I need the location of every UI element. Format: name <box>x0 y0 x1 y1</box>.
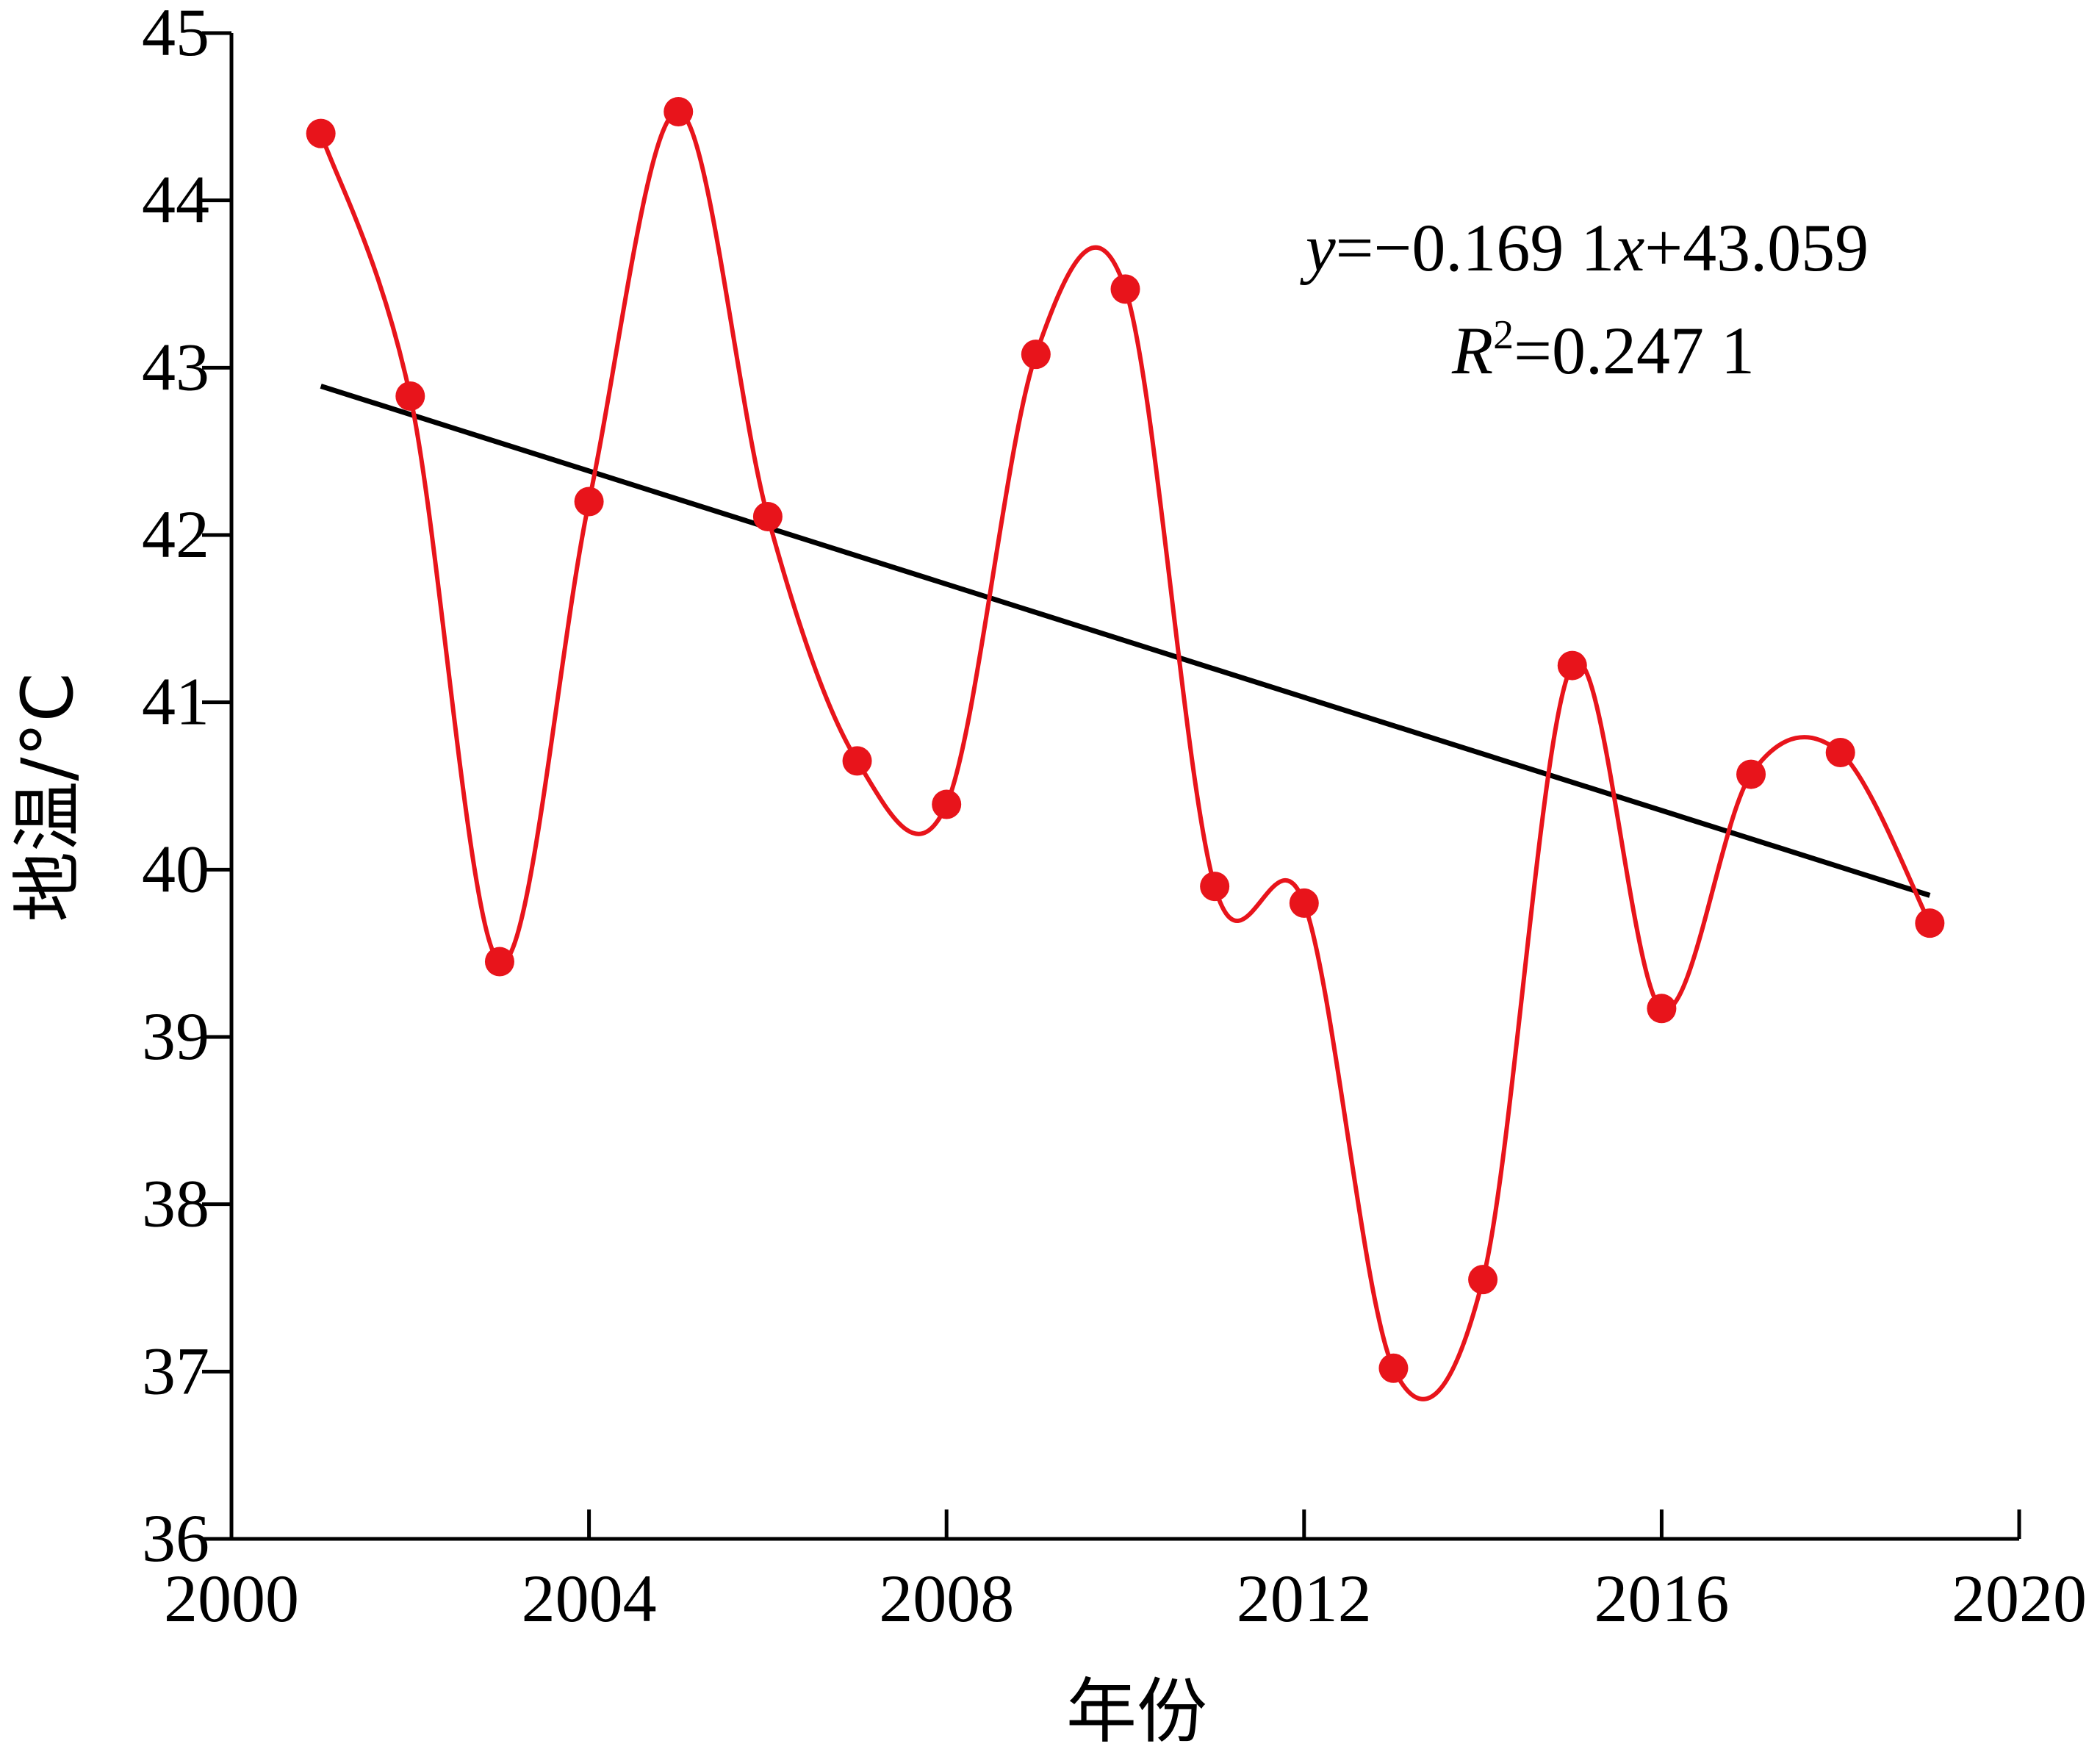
data-point <box>842 746 872 776</box>
data-point <box>395 381 425 412</box>
data-point <box>1468 1265 1498 1295</box>
data-point <box>1915 908 1945 938</box>
y-tick-label: 44 <box>142 162 209 237</box>
data-point <box>1289 888 1319 918</box>
x-tick-label: 2004 <box>522 1561 657 1636</box>
data-point <box>1825 737 1855 767</box>
data-point <box>664 97 694 127</box>
y-tick-label: 39 <box>142 999 209 1074</box>
x-tick-label: 2020 <box>1952 1561 2087 1636</box>
y-tick-label: 36 <box>142 1501 209 1576</box>
x-tick-label: 2016 <box>1594 1561 1729 1636</box>
data-point <box>932 789 962 819</box>
data-point <box>752 501 783 531</box>
y-tick-label: 40 <box>142 831 209 906</box>
data-point <box>1200 872 1230 902</box>
data-point <box>1378 1353 1409 1383</box>
trend-line <box>320 384 1931 898</box>
data-point <box>1557 650 1587 681</box>
data-point <box>1110 274 1140 304</box>
x-tick-label: 2012 <box>1237 1561 1372 1636</box>
y-tick-label: 41 <box>142 664 209 739</box>
r-squared-label: R2=0.247 1 <box>1451 312 1755 388</box>
y-tick-label: 43 <box>142 329 209 404</box>
data-point <box>1021 340 1051 370</box>
data-point <box>574 487 604 517</box>
y-tick-label: 42 <box>142 497 209 572</box>
data-point <box>484 947 514 977</box>
data-point <box>306 118 336 148</box>
plot-area <box>306 97 1945 1401</box>
y-axis-title: 地温/°C <box>7 672 89 922</box>
series-line <box>318 110 1932 1401</box>
data-point <box>1647 994 1677 1024</box>
trend-equation: y=−0.169 1x+43.059 <box>1300 210 1869 285</box>
x-tick-label: 2000 <box>164 1561 299 1636</box>
y-tick-label: 45 <box>142 0 209 70</box>
y-tick-label: 38 <box>142 1166 209 1241</box>
y-tick-label: 37 <box>142 1333 209 1408</box>
axes: 36 37 38 39 40 41 42 43 44 45 2000 2004 2008 2012 2016… <box>142 0 2087 1636</box>
data-point <box>1736 759 1766 789</box>
x-tick-label: 2008 <box>879 1561 1014 1636</box>
x-axis-title: 年份 <box>1066 1670 1207 1752</box>
